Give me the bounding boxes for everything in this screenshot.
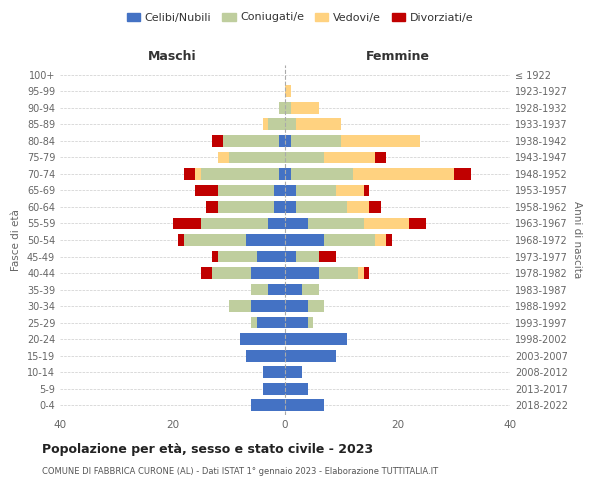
Bar <box>251 316 257 328</box>
Bar <box>229 300 251 312</box>
Bar <box>251 284 268 296</box>
Y-axis label: Anni di nascita: Anni di nascita <box>572 202 582 278</box>
Bar <box>285 168 290 180</box>
Bar <box>325 152 375 164</box>
Bar <box>285 300 308 312</box>
Bar <box>251 399 285 411</box>
Bar <box>285 350 335 362</box>
Bar <box>274 201 285 213</box>
Bar <box>206 201 218 213</box>
Text: Femmine: Femmine <box>365 50 430 62</box>
Bar <box>375 234 386 246</box>
Text: COMUNE DI FABBRICA CURONE (AL) - Dati ISTAT 1° gennaio 2023 - Elaborazione TUTTI: COMUNE DI FABBRICA CURONE (AL) - Dati IS… <box>42 468 438 476</box>
Bar <box>285 267 319 279</box>
Bar <box>285 250 296 262</box>
Legend: Celibi/Nubili, Coniugati/e, Vedovi/e, Divorziati/e: Celibi/Nubili, Coniugati/e, Vedovi/e, Di… <box>122 8 478 27</box>
Bar <box>200 218 268 230</box>
Bar <box>184 234 245 246</box>
Bar <box>341 135 420 147</box>
Bar <box>285 152 325 164</box>
Bar <box>285 118 296 130</box>
Bar <box>375 152 386 164</box>
Bar <box>285 184 296 196</box>
Bar <box>285 284 302 296</box>
Bar <box>386 234 392 246</box>
Bar <box>280 102 285 114</box>
Bar <box>218 152 229 164</box>
Bar <box>229 152 285 164</box>
Bar <box>218 184 274 196</box>
Bar <box>285 234 325 246</box>
Bar <box>364 184 370 196</box>
Bar <box>218 250 257 262</box>
Bar <box>285 316 308 328</box>
Bar <box>296 184 335 196</box>
Bar <box>358 267 364 279</box>
Bar <box>285 366 302 378</box>
Bar <box>308 218 364 230</box>
Bar <box>290 168 353 180</box>
Bar <box>251 267 285 279</box>
Bar <box>274 184 285 196</box>
Bar <box>353 168 454 180</box>
Bar <box>290 135 341 147</box>
Bar <box>285 333 347 345</box>
Bar <box>178 234 184 246</box>
Bar <box>212 135 223 147</box>
Bar <box>296 201 347 213</box>
Bar <box>285 218 308 230</box>
Bar <box>263 366 285 378</box>
Bar <box>251 300 285 312</box>
Bar <box>257 250 285 262</box>
Bar <box>364 267 370 279</box>
Bar <box>347 201 370 213</box>
Bar <box>212 250 218 262</box>
Bar <box>285 102 290 114</box>
Bar <box>184 168 195 180</box>
Bar <box>290 102 319 114</box>
Bar <box>370 201 380 213</box>
Bar <box>173 218 200 230</box>
Bar <box>268 284 285 296</box>
Bar <box>218 201 274 213</box>
Bar <box>200 168 280 180</box>
Bar <box>200 267 212 279</box>
Bar <box>280 168 285 180</box>
Bar <box>285 201 296 213</box>
Bar <box>454 168 470 180</box>
Bar <box>308 300 325 312</box>
Bar <box>268 118 285 130</box>
Bar <box>245 234 285 246</box>
Bar <box>240 333 285 345</box>
Bar <box>285 399 325 411</box>
Bar <box>212 267 251 279</box>
Bar <box>257 316 285 328</box>
Bar <box>263 118 268 130</box>
Bar <box>285 135 290 147</box>
Bar <box>268 218 285 230</box>
Bar <box>223 135 280 147</box>
Bar <box>409 218 425 230</box>
Bar <box>285 86 290 98</box>
Bar <box>296 250 319 262</box>
Bar <box>319 267 358 279</box>
Bar <box>364 218 409 230</box>
Bar <box>285 382 308 394</box>
Text: Maschi: Maschi <box>148 50 197 62</box>
Bar <box>195 184 218 196</box>
Bar <box>245 350 285 362</box>
Bar <box>302 284 319 296</box>
Bar <box>308 316 313 328</box>
Bar <box>325 234 375 246</box>
Bar <box>263 382 285 394</box>
Bar <box>319 250 335 262</box>
Bar <box>195 168 200 180</box>
Bar <box>296 118 341 130</box>
Text: Popolazione per età, sesso e stato civile - 2023: Popolazione per età, sesso e stato civil… <box>42 442 373 456</box>
Bar <box>280 135 285 147</box>
Bar <box>335 184 364 196</box>
Y-axis label: Fasce di età: Fasce di età <box>11 209 21 271</box>
